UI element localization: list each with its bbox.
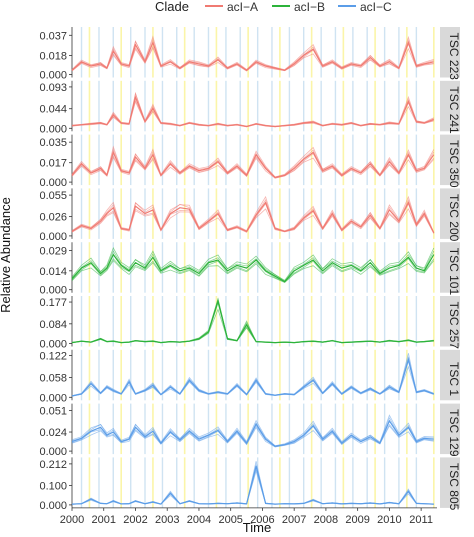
x-tick-label: 2000 <box>60 514 84 526</box>
facet-strip-label: TSC 101 <box>447 248 461 296</box>
facet-strip <box>440 80 460 132</box>
panel: 0.000 0.018 0.037 TSC 223 <box>39 27 461 82</box>
panel: 0.000 0.026 0.055 TSC 200 <box>39 188 461 243</box>
y-tick-label: 0.051 <box>39 406 67 418</box>
x-tick-label: 2009 <box>345 514 369 526</box>
y-tick-label: 0.035 <box>39 137 67 149</box>
facet-strip-label: TSC 241 <box>447 86 461 134</box>
y-tick-label: 0.093 <box>39 82 67 94</box>
x-tick-label: 2005 <box>218 514 242 526</box>
panel: 0.000 0.058 0.122 TSC 1 <box>39 349 461 404</box>
y-tick-label: 0.000 <box>39 446 67 458</box>
x-tick-label: 2008 <box>314 514 338 526</box>
facet-strip-label: TSC 805 <box>447 463 461 511</box>
facet-strip-label: TSC 200 <box>447 194 461 242</box>
facet-strip <box>440 27 460 78</box>
x-tick-label: 2011 <box>409 514 433 526</box>
facet-strip <box>440 403 460 455</box>
panel: 0.000 0.084 0.177 TSC 257 <box>39 296 461 351</box>
y-tick-label: 0.084 <box>39 319 67 331</box>
y-tick-label: 0.100 <box>39 481 67 493</box>
y-tick-label: 0.000 <box>39 70 67 82</box>
legend: Clade acI−A acI−B acI−C <box>155 0 392 14</box>
series-line <box>71 40 434 72</box>
panel: 0.000 0.100 0.212 TSC 805 <box>39 457 461 512</box>
y-tick-label: 0.000 <box>39 500 67 512</box>
y-tick-label: 0.037 <box>39 30 67 42</box>
facet-strip <box>440 188 460 239</box>
facet-strip <box>440 349 460 401</box>
legend-label: acI−A <box>227 0 258 14</box>
series-line <box>71 150 435 179</box>
facet-strip-label: TSC 350 <box>447 140 461 188</box>
series-line <box>71 299 434 344</box>
facet-strip-label: TSC 223 <box>447 33 461 81</box>
x-axis-label: Time <box>243 520 271 535</box>
y-tick-label: 0.122 <box>39 351 67 363</box>
facet-strip-label: TSC 1 <box>447 362 461 396</box>
facet-strip <box>440 457 460 508</box>
y-tick-label: 0.000 <box>39 392 67 404</box>
legend-label: acI−B <box>294 0 325 14</box>
series-replicate-line <box>71 257 435 283</box>
facet-strip <box>440 242 460 293</box>
x-tick-label: 2007 <box>282 514 306 526</box>
legend-entry: acI−B <box>272 0 325 14</box>
facet-strip-label: TSC 257 <box>447 302 461 350</box>
y-tick-label: 0.024 <box>39 427 67 439</box>
series-line <box>71 253 435 283</box>
y-tick-label: 0.029 <box>39 246 67 258</box>
y-tick-label: 0.018 <box>39 50 67 62</box>
series-line <box>71 200 435 234</box>
series-line <box>71 466 434 505</box>
x-tick-label: 2002 <box>123 514 147 526</box>
series-replicate-line <box>71 414 434 447</box>
y-tick-label: 0.000 <box>39 285 67 297</box>
panel-background <box>72 457 437 508</box>
y-tick-label: 0.000 <box>39 123 67 135</box>
facet-strip-label: TSC 129 <box>447 409 461 457</box>
y-tick-label: 0.058 <box>39 372 67 384</box>
y-tick-label: 0.000 <box>39 339 67 351</box>
panel: 0.000 0.024 0.051 TSC 129 <box>39 403 461 458</box>
y-tick-label: 0.212 <box>39 459 67 471</box>
panel-background <box>72 27 437 78</box>
y-tick-label: 0.055 <box>39 190 67 202</box>
series-replicate-line <box>71 208 435 234</box>
legend-label: acI−C <box>360 0 392 14</box>
legend-entries: acI−A acI−B acI−C <box>205 0 392 14</box>
series-replicate-line <box>71 259 435 283</box>
series-replicate-line <box>71 425 434 448</box>
x-tick-label: 2006 <box>250 514 274 526</box>
chart-panels: 0.000 0.018 0.037 TSC 223 0.000 0.044 0.093 TSC… <box>39 27 461 512</box>
x-tick-label: 2001 <box>91 514 115 526</box>
panel-background <box>72 188 437 239</box>
series-replicate-line <box>71 247 435 281</box>
legend-title: Clade <box>155 0 189 14</box>
series-line <box>71 95 435 128</box>
y-tick-label: 0.000 <box>39 231 67 243</box>
series-line <box>71 357 435 397</box>
y-tick-label: 0.044 <box>39 104 67 116</box>
series-replicate-line <box>71 156 435 179</box>
y-tick-label: 0.014 <box>39 266 67 278</box>
x-tick-label: 2010 <box>377 514 401 526</box>
facet-strip <box>440 134 460 186</box>
y-tick-label: 0.177 <box>39 297 67 309</box>
y-axis-label: Relative Abundance <box>0 197 13 313</box>
x-axis: 2000 2001 2002 2003 2004 2005 2006 2007 2008 2009… <box>60 507 437 526</box>
panel: 0.000 0.014 0.029 TSC 101 <box>39 242 461 297</box>
facet-strip <box>440 296 460 347</box>
series-line <box>71 419 434 447</box>
y-tick-label: 0.026 <box>39 212 67 224</box>
legend-entry: acI−C <box>338 0 392 14</box>
x-tick-label: 2003 <box>155 514 179 526</box>
y-tick-label: 0.017 <box>39 158 67 170</box>
panel: 0.000 0.017 0.035 TSC 350 <box>39 134 461 189</box>
legend-entry: acI−A <box>205 0 258 14</box>
y-tick-label: 0.000 <box>39 177 67 189</box>
x-tick-label: 2004 <box>187 514 211 526</box>
panel: 0.000 0.044 0.093 TSC 241 <box>39 80 461 135</box>
